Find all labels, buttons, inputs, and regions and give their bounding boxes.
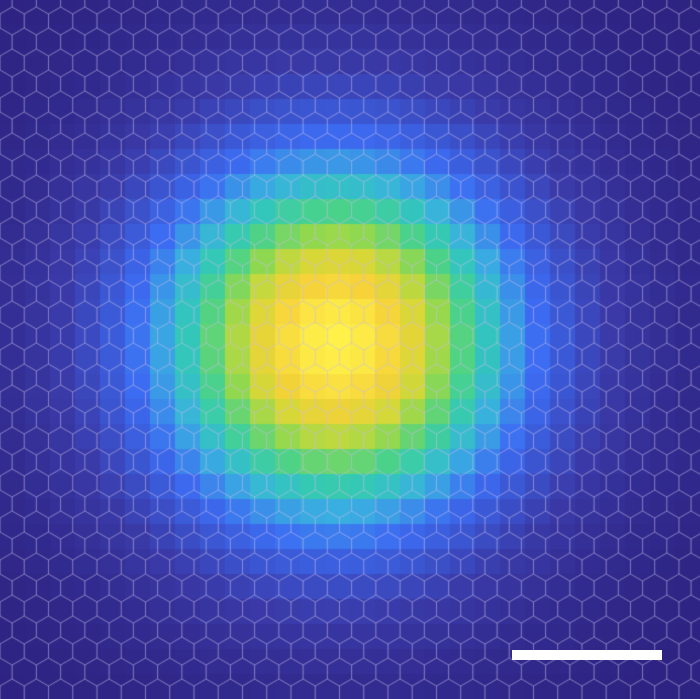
figure-root [0,0,700,699]
scale-bar [512,650,662,660]
hexagonal-lattice-overlay [0,0,700,699]
